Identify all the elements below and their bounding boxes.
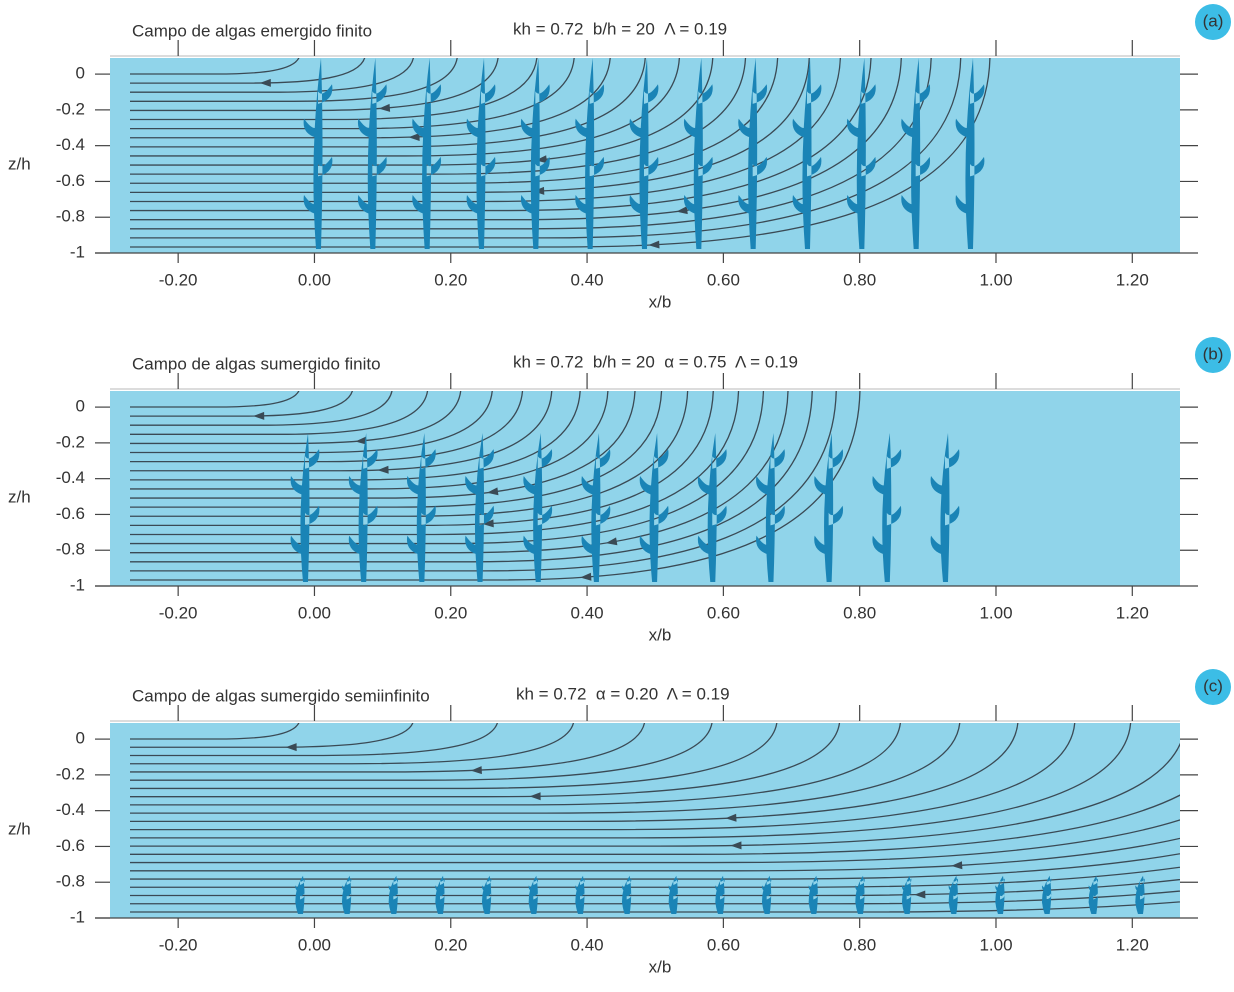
panel: 0 -0.2 -0.4 -0.6 -0.8 -1 -0.20 0.00 0.20 0.40 0.60… <box>8 4 1231 311</box>
x-tick-label: 0.20 <box>434 603 467 622</box>
y-tick-label: -0.8 <box>56 872 85 891</box>
x-tick-label: 0.20 <box>434 270 467 289</box>
y-tick-label: 0 <box>76 64 85 83</box>
y-tick-label: -0.2 <box>56 99 85 118</box>
x-tick-label: -0.20 <box>159 270 198 289</box>
panel-title: Campo de algas sumergido semiinfinito <box>132 686 430 705</box>
y-tick-label: -1 <box>70 907 85 926</box>
x-tick-label: 0.40 <box>571 270 604 289</box>
y-tick-label: -0.4 <box>56 800 85 819</box>
y-axis-label: z/h <box>8 819 31 838</box>
x-tick-label: 0.60 <box>707 270 740 289</box>
x-tick-label: 0.40 <box>571 603 604 622</box>
x-tick-label: 0.60 <box>707 935 740 954</box>
y-tick-label: -1 <box>70 575 85 594</box>
y-axis-label: z/h <box>8 487 31 506</box>
panel-title: Campo de algas sumergido finito <box>132 354 381 373</box>
y-tick-label: -1 <box>70 242 85 261</box>
x-tick-label: 0.80 <box>843 270 876 289</box>
x-tick-label: 0.60 <box>707 603 740 622</box>
panel: 0 -0.2 -0.4 -0.6 -0.8 -1 -0.20 0.00 0.20 0.40 0.60… <box>8 337 1231 644</box>
figure: 0-0.2-0.4-0.6-0.8-1-0.200.000.200.400.60… <box>0 0 1234 987</box>
y-tick-label: -0.6 <box>56 504 85 523</box>
x-axis-label: x/b <box>649 957 672 976</box>
panel-title: Campo de algas emergido finito <box>132 21 372 40</box>
x-tick-label: 0.40 <box>571 935 604 954</box>
panel: 0 -0.2 -0.4 -0.6 -0.8 -1 -0.20 0.00 0.20 0.40 0.60… <box>8 669 1234 976</box>
x-tick-label: -0.20 <box>159 603 198 622</box>
x-tick-label: 0.00 <box>298 603 331 622</box>
x-tick-label: 1.20 <box>1116 270 1149 289</box>
panel-parameters: kh = 0.72 b/h = 20 α = 0.75 Λ = 0.19 <box>513 352 798 371</box>
x-tick-label: -0.20 <box>159 935 198 954</box>
x-tick-label: 0.80 <box>843 935 876 954</box>
x-axis-label: x/b <box>649 625 672 644</box>
x-axis-label: x/b <box>649 292 672 311</box>
panel-label: (a) <box>1203 11 1224 30</box>
x-tick-label: 1.00 <box>979 935 1012 954</box>
y-tick-label: -0.6 <box>56 836 85 855</box>
x-tick-label: 0.80 <box>843 603 876 622</box>
x-tick-label: 0.00 <box>298 270 331 289</box>
panel-label: (c) <box>1203 676 1223 695</box>
y-tick-label: -0.2 <box>56 764 85 783</box>
y-tick-label: -0.8 <box>56 207 85 226</box>
y-axis-label: z/h <box>8 154 31 173</box>
y-tick-label: -0.6 <box>56 171 85 190</box>
y-tick-label: -0.8 <box>56 540 85 559</box>
x-tick-label: 1.20 <box>1116 603 1149 622</box>
y-tick-label: 0 <box>76 397 85 416</box>
x-tick-label: 1.20 <box>1116 935 1149 954</box>
y-tick-label: 0 <box>76 729 85 748</box>
y-tick-label: -0.2 <box>56 432 85 451</box>
x-tick-label: 1.00 <box>979 270 1012 289</box>
panel-parameters: kh = 0.72 α = 0.20 Λ = 0.19 <box>516 684 730 703</box>
x-tick-label: 0.00 <box>298 935 331 954</box>
panel-parameters: kh = 0.72 b/h = 20 Λ = 0.19 <box>513 19 727 38</box>
panel-label: (b) <box>1203 344 1224 363</box>
x-tick-label: 1.00 <box>979 603 1012 622</box>
y-tick-label: -0.4 <box>56 468 85 487</box>
y-tick-label: -0.4 <box>56 135 85 154</box>
x-tick-label: 0.20 <box>434 935 467 954</box>
